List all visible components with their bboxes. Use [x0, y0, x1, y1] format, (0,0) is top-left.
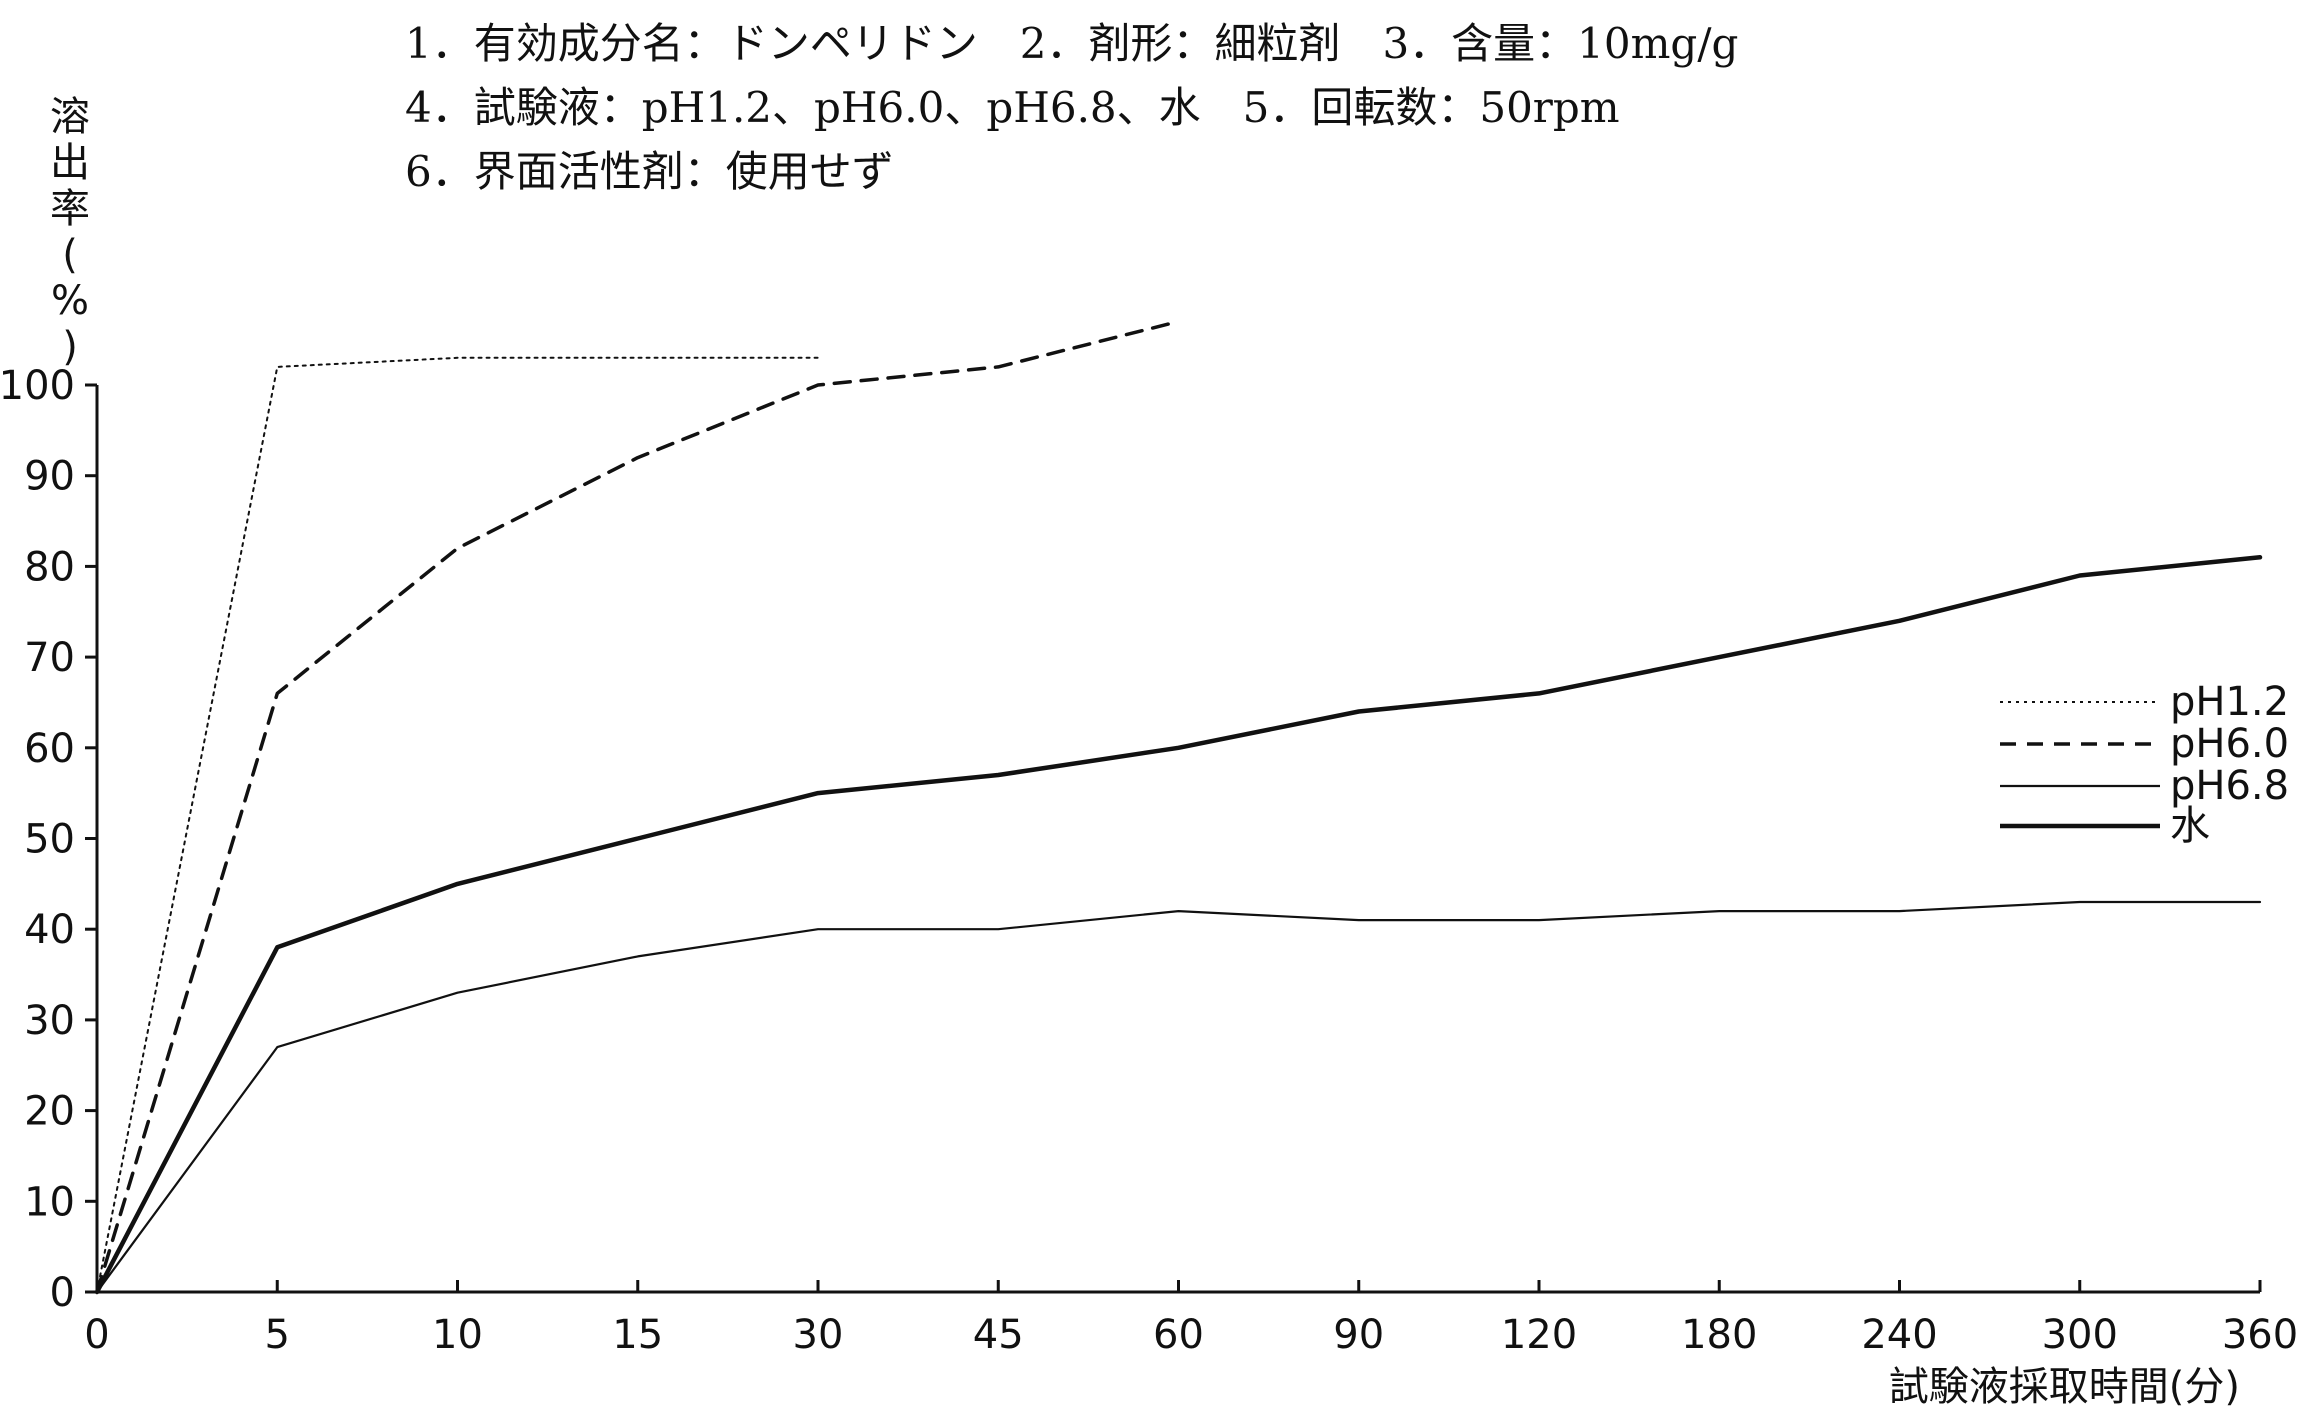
x-tick-label: 30 — [793, 1312, 844, 1358]
x-tick-label: 15 — [612, 1312, 663, 1358]
y-tick-label: 30 — [24, 998, 75, 1044]
legend-label: pH6.8 — [2170, 763, 2289, 809]
header-line-3: 6．界面活性剤：使用せず — [405, 147, 894, 196]
y-tick-label: 20 — [24, 1089, 75, 1135]
series-lines — [94, 319, 2263, 1295]
y-tick-label: 0 — [50, 1270, 75, 1316]
series-line-3 — [95, 900, 2262, 1294]
header-line-1: 1．有効成分名：ドンペリドン 2．剤形：細粒剤 3．含量：10mg/g — [405, 19, 1738, 68]
x-tick-label: 90 — [1333, 1312, 1384, 1358]
header-line-2: 4．試験液：pH1.2、pH6.0、pH6.8、水 5．回転数：50rpm — [405, 83, 1620, 132]
y-tick-label: 40 — [24, 907, 75, 953]
x-tick-label: 0 — [84, 1312, 109, 1358]
legend-label: pH6.0 — [2170, 721, 2289, 767]
y-tick-label: 90 — [24, 454, 75, 500]
series-line-1 — [96, 356, 819, 1293]
y-axis-label: 溶出率(%) — [50, 94, 90, 370]
y-axis-label-char: ) — [62, 324, 78, 370]
x-tick-label: 45 — [973, 1312, 1024, 1358]
axes — [95, 385, 2260, 1294]
y-tick-label: 70 — [24, 635, 75, 681]
x-tick-label: 360 — [2222, 1312, 2298, 1358]
chart-header: 1．有効成分名：ドンペリドン 2．剤形：細粒剤 3．含量：10mg/g 4．試験液… — [405, 19, 1738, 196]
y-tick-label: 80 — [24, 544, 75, 590]
series-line-4 — [94, 555, 2263, 1295]
y-ticks: 0 10 20 30 40 50 60 70 80 90 100 — [0, 363, 97, 1316]
x-tick-label: 10 — [432, 1312, 483, 1358]
x-tick-label: 5 — [265, 1312, 290, 1358]
y-tick-label: 100 — [0, 363, 75, 409]
y-tick-label: 50 — [24, 817, 75, 863]
y-axis-label-char: % — [51, 278, 89, 324]
y-tick-label: 10 — [24, 1179, 75, 1225]
y-tick-label: 60 — [24, 726, 75, 772]
legend-label: pH1.2 — [2170, 679, 2289, 725]
legend-label: 水 — [2170, 803, 2210, 849]
x-tick-label: 60 — [1153, 1312, 1204, 1358]
x-tick-label: 300 — [2042, 1312, 2118, 1358]
x-ticks: 0 5 10 15 30 45 60 90 120 180 240 300 360 — [84, 1280, 2298, 1358]
y-axis-label-char: 出 — [50, 140, 90, 186]
x-tick-label: 120 — [1501, 1312, 1577, 1358]
y-axis-label-char: ( — [62, 232, 78, 278]
y-axis-label-char: 溶 — [50, 94, 90, 140]
x-tick-label: 240 — [1861, 1312, 1937, 1358]
x-tick-label: 180 — [1681, 1312, 1757, 1358]
y-axis-label-char: 率 — [50, 186, 90, 232]
series-line-2 — [95, 319, 1181, 1294]
x-axis-label: 試験液採取時間(分) — [1889, 1364, 2240, 1410]
